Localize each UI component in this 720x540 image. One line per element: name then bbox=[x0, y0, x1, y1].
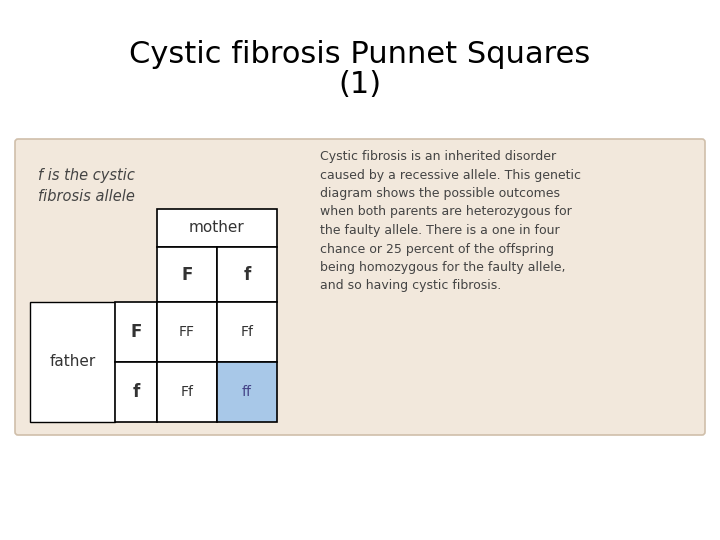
Bar bbox=[217, 362, 277, 422]
Bar bbox=[157, 247, 217, 302]
Bar bbox=[157, 209, 277, 247]
Text: father: father bbox=[50, 354, 96, 369]
Text: f: f bbox=[243, 266, 251, 284]
Text: F: F bbox=[130, 323, 142, 341]
Bar bbox=[157, 362, 217, 422]
Bar bbox=[30, 302, 115, 422]
Bar bbox=[157, 302, 217, 362]
Text: Ff: Ff bbox=[240, 325, 253, 339]
FancyBboxPatch shape bbox=[15, 139, 705, 435]
Text: (1): (1) bbox=[338, 70, 382, 99]
Text: Cystic fibrosis Punnet Squares: Cystic fibrosis Punnet Squares bbox=[130, 40, 590, 69]
Text: Cystic fibrosis is an inherited disorder
caused by a recessive allele. This gene: Cystic fibrosis is an inherited disorder… bbox=[320, 150, 581, 293]
Bar bbox=[217, 302, 277, 362]
Text: f is the cystic
fibrosis allele: f is the cystic fibrosis allele bbox=[38, 168, 135, 204]
Bar bbox=[115, 302, 157, 362]
Text: F: F bbox=[181, 266, 193, 284]
Text: ff: ff bbox=[242, 385, 252, 399]
Text: f: f bbox=[132, 383, 140, 401]
Text: FF: FF bbox=[179, 325, 195, 339]
Bar bbox=[115, 362, 157, 422]
Bar bbox=[217, 247, 277, 302]
Text: Ff: Ff bbox=[181, 385, 194, 399]
Text: mother: mother bbox=[189, 220, 245, 235]
